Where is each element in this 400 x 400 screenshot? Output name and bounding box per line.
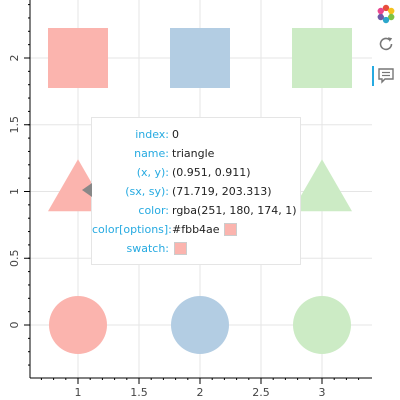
hover-icon[interactable] [372,64,398,88]
x-tick-label: 1 [75,386,82,399]
tooltip-row-xy: (x, y): (0.951, 0.911) [92,163,300,182]
tooltip-key: swatch: [126,242,169,255]
tooltip-key: color[options]: [92,223,172,236]
square-marker[interactable] [48,28,108,88]
y-tick-label: 0.5 [8,250,21,268]
tooltip-row-color: color: rgba(251, 180, 174, 1) [92,201,300,220]
tooltip-row-swatch: swatch: [92,239,300,258]
tooltip-key: (sx, sy): [125,185,169,198]
axes: 1 1.5 2 2.5 3 0 0.5 1 1.5 2 [8,0,372,399]
tooltip-row-sxsy: (sx, sy): (71.719, 203.313) [92,182,300,201]
color-swatch [174,242,187,255]
glyph-layer [48,28,352,354]
x-tick-label: 3 [319,386,326,399]
bokeh-logo-icon[interactable] [374,2,398,26]
y-tick-label: 0 [8,322,21,329]
color-hex-text: #fbb4ae [172,223,220,236]
y-tick-label: 1.5 [8,116,21,134]
tooltip-value [172,242,187,255]
reset-icon[interactable] [374,32,398,56]
y-tick-label: 1 [8,188,21,195]
circle-marker[interactable] [171,296,229,354]
triangle-marker[interactable] [292,159,352,212]
circle-marker[interactable] [49,296,107,354]
tooltip-key: index: [135,128,169,141]
tooltip-value: 0 [172,128,179,141]
tooltip-key: (x, y): [136,166,169,179]
tooltip-pointer-icon [82,183,92,197]
hover-tooltip: index: 0 name: triangle (x, y): (0.951, … [91,117,301,265]
y-tick-label: 2 [8,55,21,62]
tooltip-key: color: [138,204,169,217]
tooltip-row-color-options: color[options]: #fbb4ae [92,220,300,239]
square-marker[interactable] [292,28,352,88]
x-tick-label: 1.5 [130,386,148,399]
tooltip-value: (71.719, 203.313) [172,185,272,198]
tooltip-value: #fbb4ae [172,223,237,236]
circle-marker[interactable] [293,296,351,354]
tooltip-value: triangle [172,147,215,160]
toolbar [372,0,400,100]
x-tick-label: 2 [197,386,204,399]
tooltip-key: name: [134,147,169,160]
color-swatch [223,223,237,236]
tooltip-row-index: index: 0 [92,125,300,144]
tooltip-row-name: name: triangle [92,144,300,163]
x-tick-label: 2.5 [252,386,270,399]
tooltip-value: (0.951, 0.911) [172,166,251,179]
tooltip-value: rgba(251, 180, 174, 1) [172,204,297,217]
square-marker[interactable] [170,28,230,88]
